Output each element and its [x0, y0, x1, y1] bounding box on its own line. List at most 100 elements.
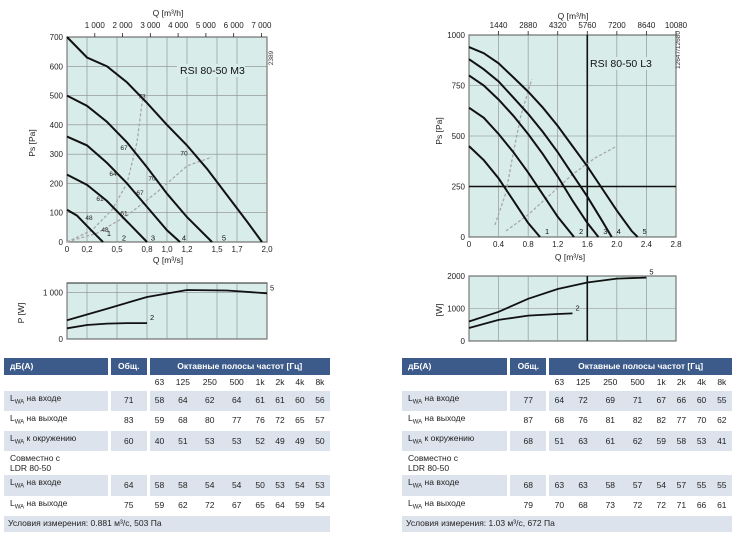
cell: 53: [270, 475, 290, 496]
efficiency-label: 70: [180, 151, 188, 158]
cell: 76: [569, 410, 597, 432]
row-total: 87: [510, 410, 547, 432]
table-header-row: дБ(A) Общ. Октавные полосы частот [Гц]: [4, 358, 330, 375]
top-axis-label: Q [m³/h]: [153, 8, 184, 18]
note-row: Условия измерения: 0.881 м³/с, 503 Па: [4, 516, 330, 532]
x-tick-label: 0: [467, 240, 472, 249]
freq-500: 500: [623, 375, 652, 391]
row-total: 68: [510, 475, 547, 496]
cell: 54: [223, 475, 251, 496]
efficiency-curve: [66, 95, 144, 243]
cell: 61: [270, 390, 290, 411]
power-y-axis-label: [W]: [434, 304, 444, 317]
cell: 80: [196, 410, 224, 432]
chart-title-bg: [587, 57, 655, 70]
cell: 82: [651, 410, 672, 432]
x-axis-label: Q [m³/s]: [555, 252, 585, 262]
cell: 63: [549, 475, 570, 496]
cell: 72: [651, 495, 672, 516]
top-tick-label: 7 000: [251, 21, 272, 30]
efficiency-label: 48: [85, 215, 93, 222]
combined-label-row: Совместно с LDR 80-50: [402, 451, 732, 476]
top-tick-label: 10080: [665, 21, 688, 30]
top-axis-label: Q [m³/h]: [558, 11, 589, 21]
chart-title-bg: [177, 64, 245, 77]
x-tick-label: 1,2: [181, 245, 193, 254]
cell: 66: [691, 495, 712, 516]
x-tick-label: 0,5: [111, 245, 123, 254]
curve-label: 1: [545, 227, 549, 236]
efficiency-label: 61: [96, 196, 104, 203]
cell: 54: [196, 475, 224, 496]
top-tick-label: 5 000: [196, 21, 217, 30]
row-label: LWA к окружению: [4, 431, 108, 452]
y-tick-label: 100: [50, 209, 64, 218]
table-row: LWA на выходе 79 70 68 73 72 72 71 66 61: [402, 495, 732, 516]
top-tick-label: 4 000: [168, 21, 189, 30]
cell: 53: [309, 475, 330, 496]
freq-63: 63: [549, 375, 570, 391]
cell: 70: [691, 410, 712, 432]
freq-125: 125: [169, 375, 197, 391]
curve-label: 2: [122, 234, 126, 243]
cell: 54: [651, 475, 672, 496]
row-total: 60: [110, 431, 147, 452]
cell: 59: [651, 431, 672, 452]
row-label: LWA на выходе: [4, 495, 108, 516]
freq-1k: 1k: [250, 375, 271, 391]
row-label: LWA на выходе: [4, 410, 108, 432]
x-tick-label: 1,0: [161, 245, 173, 254]
top-tick-label: 7200: [608, 21, 626, 30]
table-row: LWA на входе 64 58 58 54 54 50 53 54 53: [4, 475, 330, 496]
measurement-note: Условия измерения: 0.881 м³/с, 503 Па: [4, 516, 330, 532]
power-curve-label: 2: [150, 313, 154, 322]
table-row: LWA к окружению 68 51 63 61 62 59 58 53 …: [402, 431, 732, 452]
note-row: Условия измерения: 1.03 м³/с, 672 Па: [402, 516, 732, 532]
cell: 61: [711, 495, 732, 516]
power-y-tick-label: 2000: [447, 272, 465, 281]
table-row: LWA на входе 71 58 64 62 64 61 61 60 56: [4, 390, 330, 411]
cell: 64: [270, 495, 290, 516]
row-label: LWA на выходе: [402, 495, 508, 516]
cell: 77: [671, 410, 692, 432]
cell: 58: [596, 475, 624, 496]
cell: 68: [569, 495, 597, 516]
cell: 59: [149, 495, 170, 516]
table-row: LWA на выходе 83 59 68 80 77 76 72 65 57: [4, 410, 330, 432]
top-tick-label: 8640: [638, 21, 656, 30]
x-tick-label: 2,0: [261, 245, 273, 254]
cell: 76: [250, 410, 271, 432]
cell: 53: [691, 431, 712, 452]
freq-4k: 4k: [289, 375, 310, 391]
freq-2k: 2k: [671, 375, 692, 391]
cell: 57: [671, 475, 692, 496]
cell: 49: [270, 431, 290, 452]
cell: 67: [651, 390, 672, 411]
table-header-row: дБ(A) Общ. Октавные полосы частот [Гц]: [402, 358, 732, 375]
cell: 71: [623, 390, 652, 411]
cell: 60: [289, 390, 310, 411]
fan-curve-1: [66, 208, 104, 243]
table-row: LWA на выходе 75 59 62 72 67 65 64 59 54: [4, 495, 330, 516]
row-total: 79: [510, 495, 547, 516]
row-total: 71: [110, 390, 147, 411]
x-tick-label: 0,8: [141, 245, 153, 254]
y-tick-label: 1000: [447, 31, 465, 40]
header-total: Общ.: [110, 358, 147, 375]
cell: 57: [309, 410, 330, 432]
freq-250: 250: [596, 375, 624, 391]
x-tick-label: 0,2: [81, 245, 93, 254]
y-tick-label: 200: [50, 179, 64, 188]
curve-label: 3: [603, 227, 607, 236]
y-tick-label: 0: [461, 233, 466, 242]
power-curve-5: [468, 276, 647, 323]
chart-side-code: 12647/12680: [675, 31, 682, 69]
x-tick-label: 0.8: [523, 240, 535, 249]
cell: 70: [549, 495, 570, 516]
sound-table-right: дБ(A) Общ. Октавные полосы частот [Гц] 6…: [402, 358, 732, 532]
combined-label: Совместно с LDR 80-50: [4, 451, 330, 476]
power-y-tick-label: 1000: [447, 305, 465, 314]
cell: 61: [250, 390, 271, 411]
cell: 57: [623, 475, 652, 496]
